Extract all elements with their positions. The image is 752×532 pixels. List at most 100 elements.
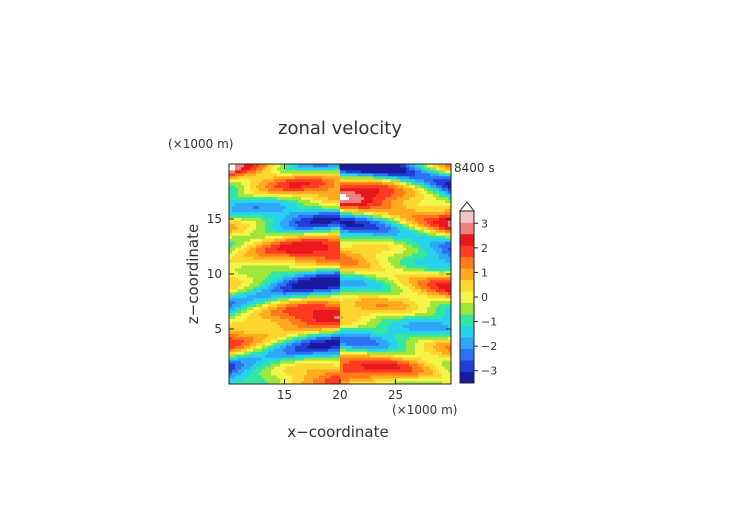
field-cell <box>376 244 380 248</box>
field-cell <box>379 381 383 384</box>
field-cell <box>343 288 347 293</box>
field-cell <box>349 339 353 343</box>
field-cell <box>427 282 431 287</box>
field-cell <box>262 244 266 248</box>
field-cell <box>379 312 383 317</box>
field-cell <box>280 184 284 189</box>
field-cell <box>334 211 338 215</box>
field-cell <box>382 291 386 296</box>
field-cell <box>373 279 377 284</box>
field-cell <box>391 291 395 296</box>
field-cell <box>307 363 311 367</box>
field-cell <box>415 169 419 174</box>
field-cell <box>244 375 248 379</box>
field-cell <box>394 375 398 379</box>
field-cell <box>277 282 281 287</box>
field-cell <box>316 220 320 224</box>
field-cell <box>406 262 410 266</box>
field-cell <box>313 297 317 302</box>
field-cell <box>415 271 419 275</box>
field-cell <box>292 291 296 296</box>
field-cell <box>430 327 434 331</box>
field-cell <box>400 351 404 355</box>
field-cell <box>238 232 242 236</box>
field-cell <box>367 336 371 340</box>
field-cell <box>373 181 377 186</box>
field-cell <box>382 378 386 382</box>
field-cell <box>265 181 269 186</box>
field-cell <box>412 181 416 186</box>
field-cell <box>361 202 365 207</box>
field-cell <box>310 205 314 209</box>
field-cell <box>430 330 434 334</box>
field-cell <box>265 366 269 370</box>
field-cell <box>352 265 356 269</box>
field-cell <box>295 175 299 180</box>
field-cell <box>355 297 359 302</box>
field-cell <box>325 190 329 195</box>
field-cell <box>253 259 257 263</box>
field-cell <box>394 363 398 367</box>
field-cell <box>421 247 425 251</box>
field-cell <box>406 324 410 328</box>
field-cell <box>247 324 251 328</box>
field-cell <box>247 241 251 245</box>
field-cell <box>403 285 407 290</box>
field-cell <box>274 375 278 379</box>
field-cell <box>343 348 347 352</box>
field-cell <box>403 259 407 263</box>
field-cell <box>322 172 326 177</box>
field-cell <box>247 357 251 361</box>
field-cell <box>397 333 401 337</box>
field-cell <box>265 205 269 209</box>
field-cell <box>358 318 362 322</box>
field-cell <box>331 235 335 239</box>
field-cell <box>235 178 239 183</box>
field-cell <box>316 193 320 198</box>
field-cell <box>229 321 233 325</box>
field-cell <box>259 262 263 266</box>
field-cell <box>364 357 368 361</box>
field-cell <box>403 205 407 209</box>
field-cell <box>382 244 386 248</box>
field-cell <box>238 235 242 239</box>
field-cell <box>337 375 341 379</box>
field-cell <box>271 351 275 355</box>
field-cell <box>358 342 362 346</box>
field-cell <box>412 205 416 209</box>
field-cell <box>346 372 350 376</box>
field-cell <box>406 294 410 299</box>
field-cell <box>373 345 377 349</box>
field-cell <box>421 336 425 340</box>
field-cell <box>271 205 275 209</box>
field-cell <box>325 300 329 305</box>
field-cell <box>412 244 416 248</box>
field-cell <box>367 291 371 296</box>
field-cell <box>256 372 260 376</box>
field-cell <box>406 288 410 293</box>
field-cell <box>304 241 308 245</box>
field-cell <box>376 175 380 180</box>
field-cell <box>409 321 413 325</box>
field-cell <box>373 232 377 236</box>
field-cell <box>409 291 413 296</box>
field-cell <box>238 360 242 364</box>
field-cell <box>292 229 296 233</box>
field-cell <box>253 199 257 204</box>
field-cell <box>250 363 254 367</box>
field-cell <box>364 166 368 171</box>
field-cell <box>346 271 350 275</box>
field-cell <box>385 268 389 272</box>
field-cell <box>403 208 407 212</box>
field-cell <box>325 282 329 287</box>
field-cell <box>259 300 263 305</box>
field-cell <box>304 205 308 209</box>
field-cell <box>385 259 389 263</box>
field-cell <box>265 184 269 189</box>
field-cell <box>355 336 359 340</box>
field-cell <box>430 288 434 293</box>
field-cell <box>379 324 383 328</box>
field-cell <box>421 244 425 248</box>
field-cell <box>358 184 362 189</box>
field-cell <box>370 214 374 218</box>
